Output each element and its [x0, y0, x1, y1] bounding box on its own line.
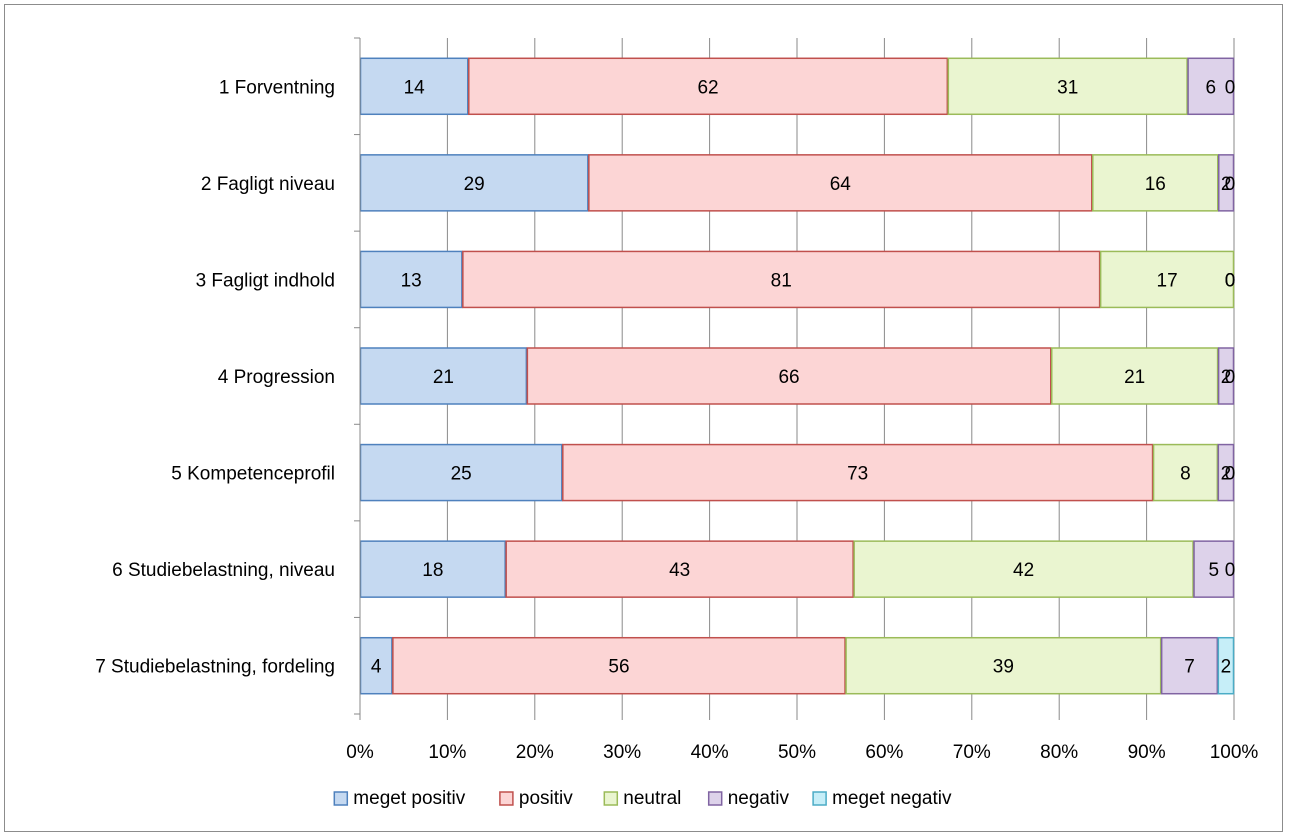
chart-legend: meget positiv positiv neutral negativ meget …	[333, 788, 952, 809]
x-tick-label: 100%	[1210, 742, 1259, 763]
legend-label: meget negativ	[832, 788, 952, 809]
bar-segment-neutral	[947, 57, 1188, 116]
x-tick-label: 20%	[516, 742, 554, 763]
category-label: 6 Studiebelastning, niveau	[112, 560, 335, 581]
bar-segment-neutral	[1099, 250, 1235, 309]
x-tick-label: 80%	[1040, 742, 1078, 763]
data-label: 21	[433, 367, 454, 388]
data-label: 39	[993, 657, 1014, 678]
data-label: 0	[1225, 560, 1236, 581]
data-label: 8	[1180, 464, 1191, 485]
bar-segment-neutral	[845, 636, 1162, 695]
bar-segment-negativ	[1187, 57, 1235, 116]
legend-label: meget positiv	[353, 788, 465, 809]
category-label: 7 Studiebelastning, fordeling	[95, 657, 335, 678]
data-label: 64	[830, 174, 852, 195]
bar-segment-meget-positiv	[359, 154, 589, 212]
legend-label: positiv	[519, 788, 573, 809]
category-label: 5 Kompetenceprofil	[171, 464, 335, 485]
data-label: 43	[669, 560, 690, 581]
data-label: 25	[451, 464, 472, 485]
legend-swatch	[707, 791, 723, 806]
data-label: 42	[1013, 560, 1034, 581]
data-label: 5	[1208, 560, 1219, 581]
data-label: 2	[1221, 367, 1232, 388]
x-tick-label: 70%	[953, 742, 991, 763]
bar-segment-negativ	[1218, 154, 1235, 212]
category-label: 3 Fagligt indhold	[196, 270, 335, 291]
bar-segment-negativ	[1193, 540, 1235, 598]
x-tick-label: 10%	[428, 742, 466, 763]
bar-segment-positiv	[526, 347, 1052, 405]
bar-segment-neutral	[853, 540, 1194, 598]
legend-swatch	[333, 791, 349, 806]
bar-segment-positiv	[462, 250, 1101, 309]
data-label: 29	[464, 174, 485, 195]
bar-segment-neutral	[1051, 347, 1219, 405]
labels-layer: 0% 10% 20% 30% 40% 50% 60% 70% 80% 90% 100% 1 Forve…	[95, 77, 1258, 763]
category-label: 4 Progression	[218, 367, 335, 388]
bar-segment-positiv	[588, 154, 1093, 212]
legend-label: neutral	[623, 788, 681, 809]
bar-segment-neutral	[1152, 443, 1219, 502]
category-label: 2 Fagligt niveau	[201, 174, 335, 195]
x-tick-label: 40%	[691, 742, 729, 763]
bar-segment-positiv	[468, 57, 949, 116]
bar-segment-negativ	[1217, 443, 1235, 502]
data-label: 56	[608, 657, 629, 678]
bar-segment-neutral	[1092, 154, 1219, 212]
data-label: 6	[1206, 77, 1217, 98]
legend-swatch	[812, 791, 827, 806]
data-label: 2	[1221, 657, 1232, 678]
data-label: 18	[422, 560, 443, 581]
bar-segment-meget-positiv	[359, 540, 506, 598]
bars-layer	[359, 57, 1235, 695]
data-label: 17	[1157, 270, 1178, 291]
x-tick-label: 50%	[778, 742, 816, 763]
legend-swatch	[603, 791, 619, 806]
bar-segment-positiv	[505, 540, 854, 598]
data-label: 31	[1057, 77, 1078, 98]
x-tick-label: 90%	[1128, 742, 1166, 763]
data-label: 0	[1225, 367, 1236, 388]
data-label: 62	[697, 77, 718, 98]
data-label: 14	[404, 77, 426, 98]
axis-layer	[354, 37, 1235, 720]
x-tick-label: 30%	[603, 742, 641, 763]
bar-segment-meget-negativ	[1217, 636, 1235, 695]
bar-segment-meget-positiv	[359, 57, 469, 116]
bar-segment-positiv	[392, 636, 846, 695]
bar-segment-positiv	[562, 443, 1154, 502]
data-label: 0	[1225, 464, 1236, 485]
data-label: 73	[847, 464, 868, 485]
data-label: 21	[1124, 367, 1145, 388]
data-label: 0	[1225, 270, 1236, 291]
data-label: 0	[1225, 174, 1236, 195]
data-label: 2	[1221, 174, 1232, 195]
bar-segment-negativ	[1217, 347, 1235, 405]
bar-segment-meget-positiv	[359, 636, 393, 695]
data-label: 66	[778, 367, 799, 388]
data-label: 0	[1225, 77, 1236, 98]
x-tick-label: 0%	[346, 742, 374, 763]
bar-segment-meget-positiv	[359, 250, 463, 309]
x-tick-label: 60%	[865, 742, 903, 763]
bar-segment-negativ	[1160, 636, 1219, 695]
legend-swatch	[499, 791, 514, 806]
data-label: 4	[371, 657, 382, 678]
data-label: 2	[1221, 464, 1232, 485]
data-label: 16	[1145, 174, 1166, 195]
category-label: 1 Forventning	[219, 77, 335, 98]
legend-label: negativ	[728, 788, 790, 809]
data-label: 7	[1184, 657, 1195, 678]
bar-segment-meget-positiv	[359, 443, 563, 502]
data-label: 81	[771, 270, 792, 291]
data-label: 13	[401, 270, 422, 291]
data-label: 0	[1225, 270, 1236, 291]
